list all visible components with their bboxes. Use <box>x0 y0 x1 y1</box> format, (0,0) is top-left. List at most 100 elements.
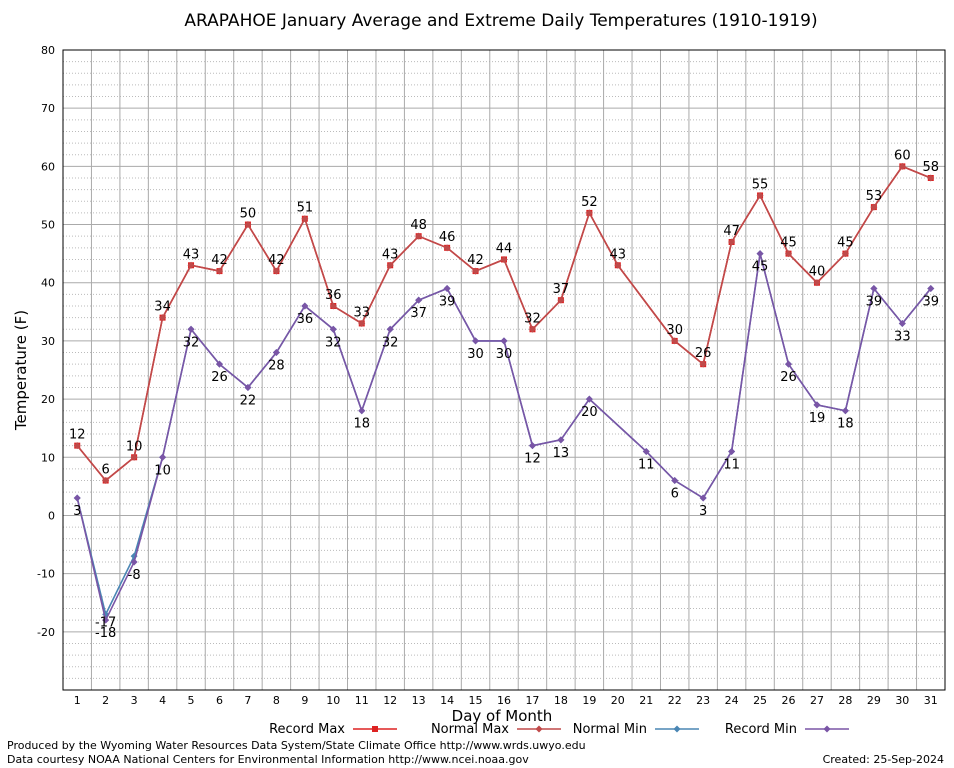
record-min-point <box>272 349 280 357</box>
legend-label: Record Min <box>725 722 797 737</box>
x-tick-label: 19 <box>582 694 596 707</box>
y-tick-label: 30 <box>41 335 55 348</box>
legend-marker <box>823 725 831 733</box>
record-min-point <box>642 447 650 455</box>
record-max-label: 51 <box>297 201 314 216</box>
x-tick-label: 14 <box>440 694 454 707</box>
record-min-label: 20 <box>581 405 598 420</box>
record-max-label: 53 <box>866 189 883 204</box>
normal-max-point <box>244 221 252 229</box>
normal-max-point <box>73 442 81 450</box>
record-min-point <box>215 360 223 368</box>
y-tick-label: -10 <box>37 568 55 581</box>
record-max-label: 32 <box>524 311 541 326</box>
record-min-point <box>785 360 793 368</box>
record-max-label: 42 <box>268 253 285 268</box>
record-min-label: 36 <box>297 312 314 327</box>
normal-max-point <box>870 203 878 211</box>
normal-max-point <box>585 209 593 217</box>
y-axis-label: Temperature (F) <box>12 310 30 431</box>
normal-max-point <box>130 453 138 461</box>
normal-max-point <box>187 261 195 269</box>
x-tick-label: 15 <box>469 694 483 707</box>
normal-max-point <box>557 296 565 304</box>
record-min-series <box>73 250 935 624</box>
x-axis-label: Day of Month <box>452 707 553 725</box>
record-min-point <box>130 558 138 566</box>
normal-max-point <box>215 267 223 275</box>
normal-max-point <box>500 255 508 263</box>
x-tick-label: 6 <box>216 694 223 707</box>
normal-max-point <box>329 302 337 310</box>
x-tick-label: 1 <box>74 694 81 707</box>
record-min-point <box>585 395 593 403</box>
record-min-point <box>415 296 423 304</box>
normal-min-label: -17 <box>95 615 116 630</box>
x-tick-label: 4 <box>159 694 166 707</box>
legend-item-normal-min: Normal Min <box>573 722 699 737</box>
legend-marker <box>673 725 681 733</box>
normal-max-point <box>272 267 280 275</box>
x-tick-label: 17 <box>525 694 539 707</box>
record-min-label: 13 <box>553 446 570 461</box>
record-min-point <box>386 325 394 333</box>
record-min-label: 33 <box>894 329 911 344</box>
record-max-label: 43 <box>610 247 627 262</box>
normal-max-point <box>756 191 764 199</box>
x-tick-label: 23 <box>696 694 710 707</box>
y-tick-label: 60 <box>41 160 55 173</box>
record-min-label: 26 <box>780 370 797 385</box>
record-min-label: 6 <box>671 487 679 502</box>
legend-label: Normal Max <box>431 722 509 737</box>
record-max-label: 58 <box>923 160 940 175</box>
x-tick-label: 11 <box>355 694 369 707</box>
record-min-label: 11 <box>638 457 655 472</box>
normal-max-point <box>841 250 849 258</box>
legend-label: Record Max <box>269 722 345 737</box>
record-min-point <box>443 285 451 293</box>
x-tick-label: 7 <box>244 694 251 707</box>
record-min-point <box>927 285 935 293</box>
y-tick-label: 40 <box>41 277 55 290</box>
record-min-label: 30 <box>467 347 484 362</box>
record-min-point <box>671 477 679 485</box>
record-min-label: 32 <box>325 335 342 350</box>
x-tick-label: 26 <box>782 694 796 707</box>
record-min-point <box>73 494 81 502</box>
normal-max-point <box>813 279 821 287</box>
record-max-label: 37 <box>553 282 570 297</box>
chart-title: ARAPAHOE January Average and Extreme Dai… <box>184 11 817 31</box>
record-min-point <box>699 494 707 502</box>
record-max-label: 42 <box>211 253 228 268</box>
x-tick-label: 27 <box>810 694 824 707</box>
record-min-point <box>813 401 821 409</box>
record-min-label: 30 <box>496 347 513 362</box>
record-max-label: 42 <box>467 253 484 268</box>
record-min-label: 11 <box>723 457 740 472</box>
grid <box>63 50 945 690</box>
record-max-label: 45 <box>837 236 854 251</box>
x-tick-label: 10 <box>326 694 340 707</box>
legend-label: Normal Min <box>573 722 647 737</box>
record-min-point <box>301 302 309 310</box>
record-max-label: 30 <box>666 323 683 338</box>
normal-max-point <box>443 244 451 252</box>
x-tick-label: 30 <box>895 694 909 707</box>
footer-data-courtesy: Data courtesy NOAA National Centers for … <box>7 753 529 766</box>
record-min-point <box>841 407 849 415</box>
record-min-point <box>159 453 167 461</box>
normal-max-series <box>73 162 935 485</box>
x-tick-label: 29 <box>867 694 881 707</box>
record-max-label: 47 <box>723 224 740 239</box>
record-min-point <box>358 407 366 415</box>
normal-max-point <box>472 267 480 275</box>
x-tick-label: 8 <box>273 694 280 707</box>
record-min-label: 39 <box>439 295 456 310</box>
record-max-label: 12 <box>69 428 86 443</box>
record-max-label: 33 <box>353 305 370 320</box>
normal-max-point <box>728 238 736 246</box>
record-min-label: 28 <box>268 359 285 374</box>
normal-max-point <box>386 261 394 269</box>
